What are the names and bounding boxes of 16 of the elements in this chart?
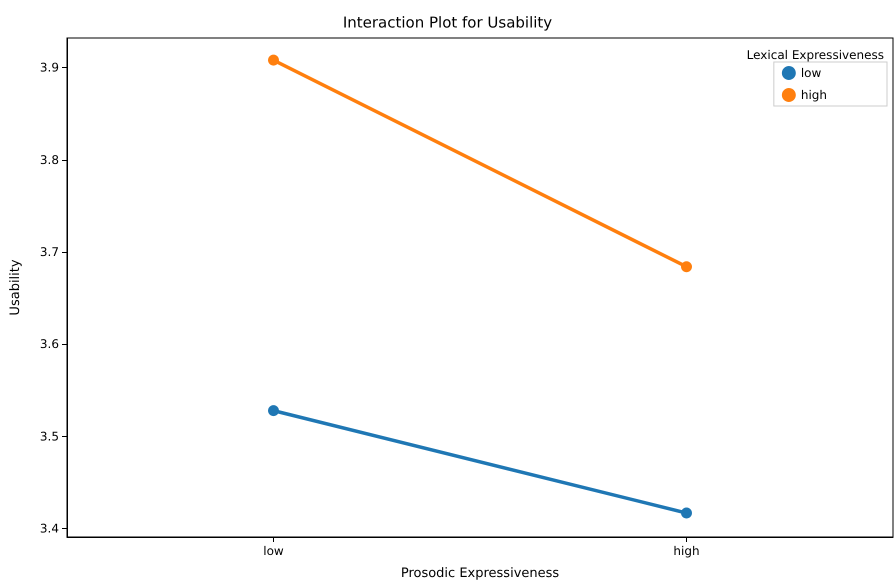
legend-label: high xyxy=(800,88,828,102)
legend-label: low xyxy=(800,66,822,80)
y-tick-label: 3.5 xyxy=(40,429,59,444)
point xyxy=(681,261,692,272)
y-tick-label: 3.6 xyxy=(40,337,59,352)
chart-title: Interaction Plot for Usability xyxy=(342,14,552,32)
point xyxy=(268,54,279,66)
x-axis-title: Prosodic Expressiveness xyxy=(400,566,560,581)
point xyxy=(681,508,692,519)
y-axis-title: Usability xyxy=(8,259,23,316)
y-tick-label: 3.4 xyxy=(40,522,59,536)
y-tick-label: 3.9 xyxy=(40,60,59,75)
y-tick-label: 3.7 xyxy=(40,244,59,259)
y-tick-label: 3.8 xyxy=(40,152,59,167)
legend-title: Lexical Expressiveness xyxy=(746,48,884,62)
point xyxy=(268,405,279,416)
